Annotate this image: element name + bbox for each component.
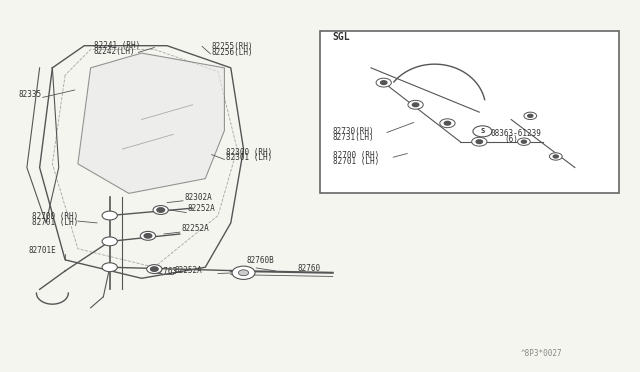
- Circle shape: [102, 211, 117, 220]
- Circle shape: [412, 103, 419, 107]
- Text: 82242(LH): 82242(LH): [94, 47, 136, 56]
- Circle shape: [102, 263, 117, 272]
- Circle shape: [239, 270, 248, 276]
- Text: 82701E: 82701E: [28, 246, 56, 255]
- Circle shape: [157, 208, 164, 212]
- Text: 82302A: 82302A: [185, 193, 212, 202]
- Bar: [320, 31, 620, 193]
- Text: 82731(LH): 82731(LH): [333, 133, 374, 142]
- Circle shape: [140, 231, 156, 240]
- Text: 82730(RH): 82730(RH): [333, 127, 374, 136]
- Circle shape: [473, 126, 492, 137]
- Text: 82701 (LH): 82701 (LH): [333, 157, 379, 166]
- Circle shape: [518, 138, 531, 145]
- Text: 82760: 82760: [298, 264, 321, 273]
- Text: S: S: [481, 128, 484, 134]
- Circle shape: [522, 140, 527, 143]
- Text: (6): (6): [505, 135, 518, 144]
- Text: 82255(RH): 82255(RH): [212, 42, 253, 51]
- Circle shape: [553, 155, 558, 158]
- Circle shape: [150, 267, 158, 271]
- Text: 82300 (RH): 82300 (RH): [226, 148, 272, 157]
- Text: 82252A: 82252A: [181, 224, 209, 232]
- Circle shape: [476, 140, 483, 144]
- Text: 82700 (RH): 82700 (RH): [32, 212, 78, 221]
- Circle shape: [144, 234, 152, 238]
- Text: 82700 (RH): 82700 (RH): [333, 151, 379, 160]
- Text: 82335: 82335: [19, 90, 42, 99]
- Text: 82301 (LH): 82301 (LH): [226, 153, 272, 162]
- Circle shape: [440, 119, 455, 128]
- Circle shape: [524, 112, 537, 119]
- Text: ^8P3*0027: ^8P3*0027: [520, 349, 562, 358]
- Text: SGL: SGL: [333, 32, 350, 42]
- Text: 08363-61239: 08363-61239: [491, 129, 541, 138]
- Circle shape: [232, 266, 255, 279]
- Text: 82256(LH): 82256(LH): [212, 48, 253, 57]
- Circle shape: [147, 264, 162, 273]
- Circle shape: [549, 153, 562, 160]
- Text: 82252A: 82252A: [175, 266, 202, 275]
- Text: 82763: 82763: [154, 267, 177, 276]
- Circle shape: [528, 114, 533, 117]
- Circle shape: [444, 121, 451, 125]
- Text: 82252A: 82252A: [188, 204, 215, 213]
- Text: 82241 (RH): 82241 (RH): [94, 41, 140, 50]
- Circle shape: [472, 137, 487, 146]
- Polygon shape: [78, 53, 225, 193]
- Text: 82701 (LH): 82701 (LH): [32, 218, 78, 227]
- Text: 82760B: 82760B: [246, 256, 275, 265]
- Circle shape: [376, 78, 392, 87]
- Circle shape: [153, 206, 168, 214]
- Circle shape: [102, 237, 117, 246]
- Circle shape: [381, 81, 387, 84]
- Circle shape: [408, 100, 423, 109]
